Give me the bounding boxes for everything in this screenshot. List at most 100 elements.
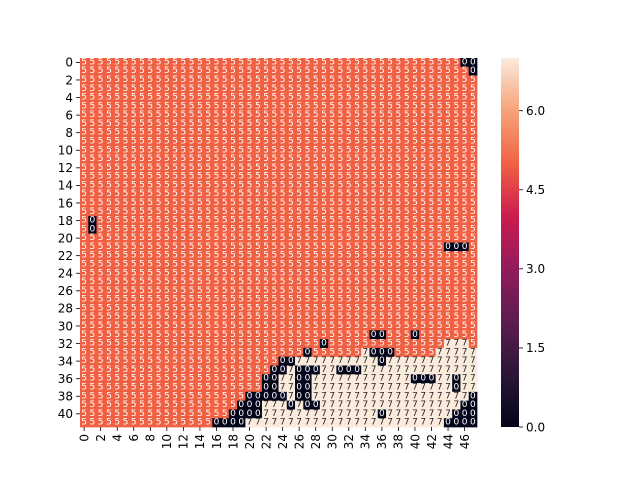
heatmap-cell [319, 233, 329, 243]
heatmap-cell [352, 75, 362, 85]
heatmap-cell [270, 321, 279, 331]
heatmap-cell [270, 110, 279, 120]
heatmap-cell [88, 277, 97, 287]
heatmap-cell [88, 75, 97, 85]
x-tick-label: 30 [326, 434, 340, 449]
heatmap-cell [377, 304, 387, 314]
heatmap-cell [237, 84, 246, 94]
heatmap-cell [278, 137, 288, 147]
heatmap-cell [328, 189, 337, 199]
heatmap-cells [80, 58, 478, 428]
heatmap-cell [187, 207, 197, 217]
heatmap-cell [253, 260, 263, 270]
heatmap-cell [154, 295, 164, 305]
x-tick-label: 42 [425, 434, 439, 449]
heatmap-cell [212, 277, 221, 287]
heatmap-cell [261, 58, 271, 68]
heatmap-cell [88, 66, 97, 76]
heatmap-cell [253, 365, 263, 375]
heatmap-cell [129, 154, 139, 164]
heatmap-cell [361, 268, 370, 278]
heatmap-cell [228, 58, 238, 68]
colorbar-tick-label: 4.5 [526, 183, 545, 197]
heatmap-cell [228, 189, 238, 199]
heatmap-cell [121, 119, 130, 129]
heatmap-cell [179, 198, 188, 208]
heatmap-cell [311, 154, 321, 164]
heatmap-cell [402, 75, 412, 85]
heatmap-cell [121, 145, 130, 155]
heatmap-cell [460, 198, 470, 208]
x-tick-label: 44 [441, 434, 455, 449]
heatmap-cell [394, 295, 403, 305]
heatmap-cell [146, 189, 155, 199]
heatmap-cell [319, 145, 329, 155]
heatmap-cell [352, 172, 362, 182]
heatmap-cell [146, 137, 155, 147]
heatmap-cell [419, 260, 428, 270]
heatmap-cell [88, 251, 97, 261]
heatmap-cell [319, 137, 329, 147]
heatmap-cell [435, 75, 445, 85]
heatmap-cell [121, 242, 130, 252]
heatmap-cell [187, 216, 197, 226]
heatmap-cell [212, 286, 221, 296]
heatmap-cell-label: 7 [429, 418, 435, 428]
heatmap-cell [195, 304, 205, 314]
heatmap-cell [394, 93, 403, 103]
heatmap-cell [162, 216, 172, 226]
heatmap-cell [154, 93, 164, 103]
heatmap-cell [452, 58, 461, 68]
heatmap-cell [253, 321, 263, 331]
heatmap-cell [146, 181, 155, 191]
heatmap-cell [278, 383, 288, 393]
heatmap-cell [179, 58, 188, 68]
heatmap-cell [452, 207, 461, 217]
heatmap-cell-label: 7 [321, 418, 327, 428]
heatmap-cell [344, 110, 354, 120]
heatmap-cell [253, 189, 263, 199]
heatmap-cell [170, 330, 180, 340]
heatmap-cell [295, 101, 304, 112]
heatmap-cell [427, 172, 436, 182]
heatmap-cell [361, 66, 370, 76]
heatmap-cell [377, 224, 387, 235]
heatmap-cell [386, 374, 395, 384]
heatmap-cell [344, 216, 354, 226]
heatmap-cell [121, 189, 130, 199]
heatmap-cell [427, 110, 436, 120]
heatmap-cell [452, 137, 461, 147]
heatmap-cell [319, 84, 329, 94]
heatmap-cell [386, 365, 395, 375]
heatmap-cell [121, 216, 130, 226]
heatmap-cell [328, 137, 337, 147]
heatmap-cell [427, 75, 436, 85]
heatmap-cell [129, 347, 139, 358]
heatmap-cell [170, 286, 180, 296]
heatmap-cell [96, 110, 106, 120]
heatmap-cell [237, 374, 246, 384]
heatmap-cell [220, 312, 230, 322]
heatmap-cell [80, 251, 89, 261]
heatmap-cell-label: 5 [123, 418, 129, 428]
heatmap-cell [80, 93, 89, 103]
heatmap-cell [154, 66, 164, 76]
x-tick-label: 46 [458, 434, 472, 449]
heatmap-cell [113, 277, 122, 287]
heatmap-cell [220, 268, 230, 278]
heatmap-cell [261, 66, 271, 76]
heatmap-cell [278, 356, 288, 366]
heatmap-cell [410, 224, 420, 235]
heatmap-cell [369, 286, 379, 296]
heatmap-cell [369, 277, 379, 287]
heatmap-cell-label: 5 [106, 418, 112, 428]
heatmap-cell [435, 84, 445, 94]
heatmap-cell [121, 198, 130, 208]
heatmap-cell [204, 233, 213, 243]
heatmap-cell [402, 163, 412, 173]
heatmap-cell [113, 286, 122, 296]
heatmap-cell [468, 312, 478, 322]
heatmap-cell [146, 347, 155, 358]
heatmap-cell [369, 172, 379, 182]
heatmap-cell [336, 233, 346, 243]
